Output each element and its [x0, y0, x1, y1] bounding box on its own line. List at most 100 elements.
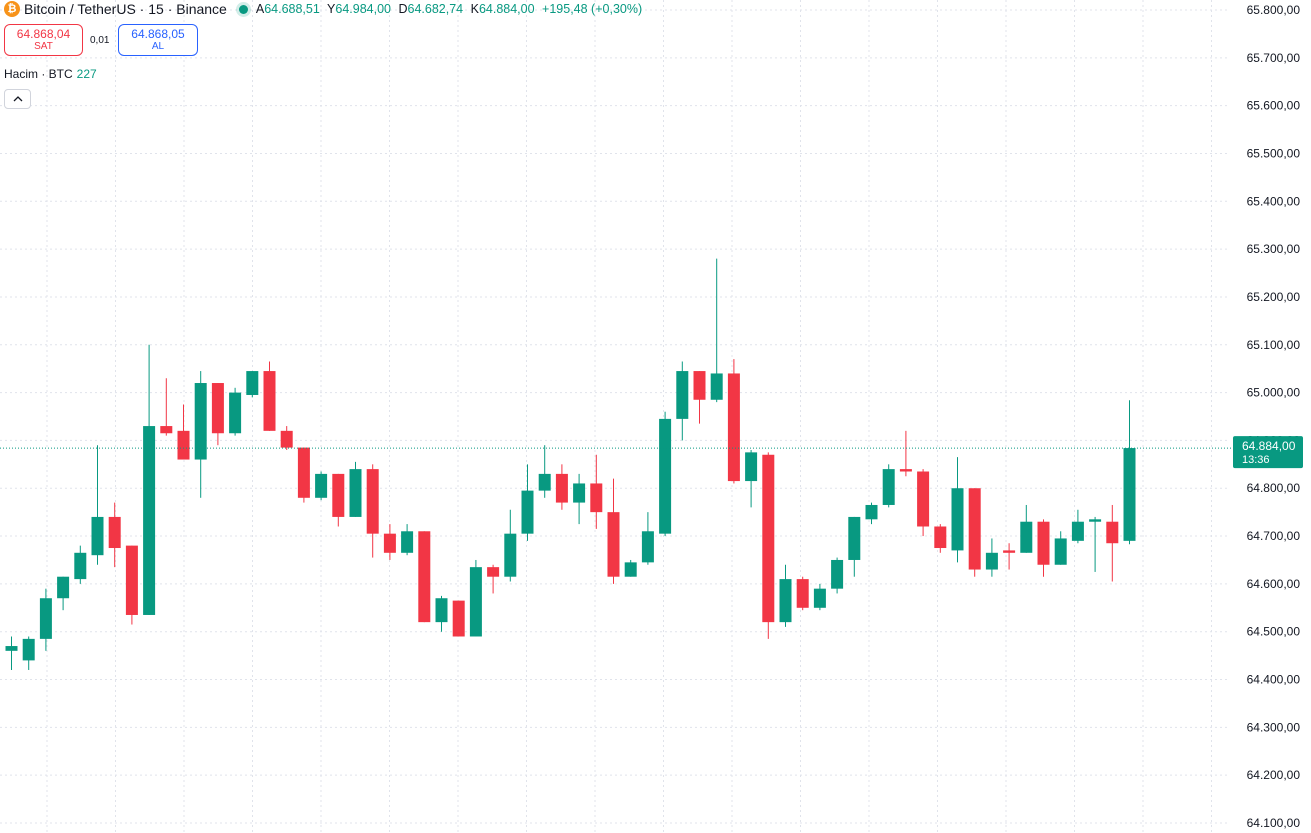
y-tick-label: 65.100,00 [1247, 338, 1301, 352]
price-axis[interactable]: 65.800,00 65.700,00 65.600,00 65.500,00 65.4… [1247, 3, 1301, 830]
candle [899, 430, 912, 477]
bitcoin-icon: ₿ [4, 1, 20, 17]
candle-body [297, 447, 310, 498]
candle [865, 502, 878, 525]
candle [1054, 531, 1067, 565]
candle-body [865, 504, 878, 520]
candle-body [57, 576, 70, 599]
chevron-up-icon [13, 96, 22, 102]
candle-body [1003, 550, 1016, 553]
candle-body [246, 371, 259, 395]
candle [57, 576, 70, 611]
candle [624, 559, 637, 577]
candle-body [676, 371, 689, 419]
sell-button[interactable]: 64.868,04 SAT [4, 24, 83, 56]
candle-body [1106, 521, 1119, 544]
candle-body [796, 579, 809, 608]
candle-body [143, 426, 156, 615]
candle [659, 411, 672, 537]
candle-body [831, 559, 844, 589]
candle [74, 545, 87, 584]
candle-body [985, 552, 998, 570]
candle [435, 595, 448, 632]
candle-body [125, 545, 138, 615]
candle-body [401, 531, 414, 553]
symbol-title[interactable]: Bitcoin / TetherUS · 15 · Binance [24, 1, 227, 17]
ohlc-values: A64.688,51 Y64.984,00 D64.682,74 K64.884… [256, 2, 642, 16]
candle [1089, 516, 1102, 572]
candle-body [229, 392, 242, 434]
y-tick-label: 64.100,00 [1247, 816, 1301, 830]
candle-body [487, 567, 500, 577]
candle [418, 531, 431, 623]
candle [813, 583, 826, 611]
candle-body [91, 516, 104, 556]
candle-body [745, 452, 758, 482]
candle [143, 344, 156, 615]
candle [676, 361, 689, 441]
candle [985, 538, 998, 577]
open-value: 64.688,51 [264, 2, 320, 16]
y-tick-label: 65.200,00 [1247, 290, 1301, 304]
candle [1123, 400, 1136, 545]
candle [917, 469, 930, 537]
candle-body [573, 483, 586, 503]
candle-body [315, 473, 328, 498]
candle-body [934, 526, 947, 549]
candle-body [263, 371, 276, 431]
candle [229, 387, 242, 436]
buy-button[interactable]: 64.868,05 AL [118, 24, 198, 56]
volume-legend[interactable]: Hacim · BTC 227 [4, 67, 97, 81]
candle-body [332, 473, 345, 517]
candle [1037, 519, 1050, 577]
candle [108, 502, 121, 568]
candle [745, 449, 758, 508]
candle-body [521, 490, 534, 534]
candle-body [659, 418, 672, 534]
candle-body [624, 562, 637, 577]
candle-body [366, 469, 379, 534]
low-value: 64.682,74 [407, 2, 464, 16]
candle [349, 461, 362, 517]
candle-body [1020, 521, 1033, 553]
candle-body [882, 469, 895, 505]
candle [762, 452, 775, 639]
close-value: 64.884,00 [478, 2, 535, 16]
candle-body [1054, 538, 1067, 565]
candle-body [5, 646, 18, 651]
candle [452, 600, 465, 637]
open-label: A [255, 2, 265, 16]
y-tick-label: 65.000,00 [1247, 386, 1301, 400]
candle-body [1071, 521, 1084, 541]
candle [693, 371, 706, 424]
y-tick-label: 65.500,00 [1247, 146, 1301, 160]
candle-body [194, 383, 207, 460]
y-tick-label: 64.400,00 [1247, 673, 1301, 687]
last-price-label: 64.884,00 [1242, 439, 1296, 453]
candle-body [418, 531, 431, 623]
candle-body [848, 516, 861, 560]
buy-price: 64.868,05 [131, 27, 185, 41]
collapse-legend-button[interactable] [4, 89, 31, 109]
chart-legend: ₿ Bitcoin / TetherUS · 15 · Binance A64.… [4, 0, 642, 18]
candle-body [917, 471, 930, 527]
candle-body [590, 483, 603, 513]
candle-body [555, 473, 568, 503]
candle [280, 426, 293, 450]
candle-body [1037, 521, 1050, 565]
candle-body [177, 430, 190, 460]
candle [848, 516, 861, 577]
candle [91, 445, 104, 565]
candle-body [762, 454, 775, 623]
candle [177, 404, 190, 460]
candle [710, 258, 723, 403]
candle [487, 564, 500, 594]
grid-lines [0, 0, 1230, 833]
candle [555, 464, 568, 510]
candle-body [1123, 448, 1136, 541]
y-tick-label: 65.600,00 [1247, 99, 1301, 113]
candle [1106, 504, 1119, 582]
candle-body [813, 588, 826, 608]
